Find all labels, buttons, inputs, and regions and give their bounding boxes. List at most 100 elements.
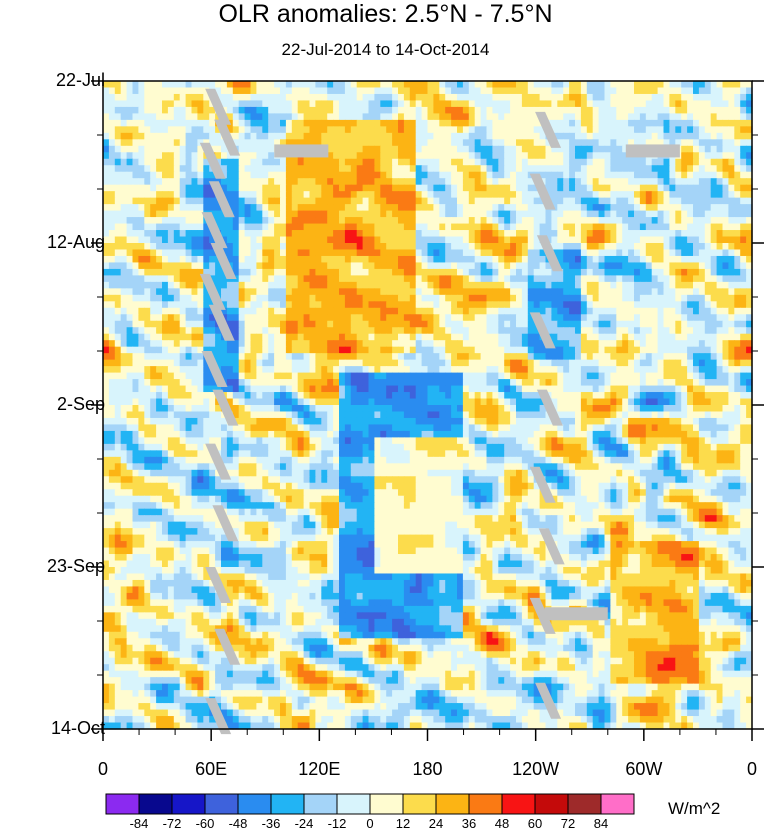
heatmap-cell — [427, 359, 434, 367]
heatmap-cell — [728, 204, 735, 212]
heatmap-cell — [539, 340, 547, 348]
heatmap-cell — [628, 307, 635, 315]
heatmap-cell — [645, 93, 653, 102]
heatmap-cell — [173, 307, 181, 315]
heatmap-cell — [386, 152, 393, 160]
heatmap-cell — [504, 314, 511, 322]
heatmap-cell — [580, 320, 588, 328]
heatmap-cell — [740, 268, 747, 276]
heatmap-cell — [728, 366, 735, 374]
heatmap-cell — [291, 307, 299, 315]
heatmap-cell — [445, 359, 452, 367]
heatmap-cell — [639, 171, 647, 179]
heatmap-cell — [427, 320, 434, 328]
heatmap-cell — [563, 171, 570, 179]
heatmap-cell — [392, 100, 399, 108]
heatmap-cell — [238, 223, 246, 231]
heatmap-cell — [409, 301, 417, 309]
heatmap-cell — [297, 217, 305, 225]
heatmap-cell — [215, 81, 222, 89]
heatmap-cell — [533, 230, 541, 238]
heatmap-cell — [203, 119, 210, 127]
heatmap-cell — [327, 307, 334, 315]
heatmap-cell — [398, 132, 405, 140]
heatmap-cell — [191, 93, 198, 102]
heatmap-cell — [268, 197, 275, 205]
heatmap-cell — [167, 230, 175, 238]
heatmap-cell — [191, 210, 198, 218]
heatmap-cell — [746, 132, 753, 140]
heatmap-cell — [386, 333, 393, 341]
heatmap-cell — [622, 314, 629, 322]
heatmap-cell — [103, 81, 110, 89]
heatmap-cell — [167, 359, 175, 367]
heatmap-cell — [268, 165, 275, 173]
heatmap-cell — [350, 262, 358, 270]
heatmap-cell — [108, 217, 116, 225]
heatmap-cell — [728, 275, 735, 283]
heatmap-cell — [504, 281, 511, 289]
heatmap-cell — [114, 230, 122, 238]
heatmap-cell — [645, 139, 653, 147]
heatmap-cell — [651, 320, 659, 328]
heatmap-cell — [716, 204, 724, 212]
heatmap-cell — [657, 243, 665, 251]
heatmap-cell — [740, 132, 747, 140]
heatmap-cell — [173, 204, 181, 212]
heatmap-cell — [734, 171, 741, 179]
heatmap-cell — [173, 93, 181, 102]
heatmap-cell — [409, 87, 417, 95]
heatmap-cell — [173, 262, 181, 270]
heatmap-cell — [386, 191, 393, 199]
heatmap-cell — [551, 152, 558, 160]
heatmap-cell — [327, 145, 334, 153]
heatmap-cell — [433, 152, 440, 160]
heatmap-cell — [486, 281, 493, 289]
heatmap-cell — [350, 275, 358, 283]
heatmap-cell — [244, 346, 252, 354]
heatmap-cell — [380, 145, 387, 153]
heatmap-cell — [321, 139, 328, 147]
heatmap-cell — [645, 307, 653, 315]
heatmap-cell — [462, 333, 470, 341]
heatmap-cell — [327, 353, 334, 361]
heatmap-cell — [728, 87, 735, 95]
heatmap-cell — [675, 87, 682, 95]
heatmap-cell — [120, 262, 128, 270]
heatmap-cell — [604, 126, 611, 134]
heatmap-cell — [285, 333, 293, 341]
heatmap-cell — [533, 93, 541, 102]
heatmap-cell — [545, 184, 552, 192]
heatmap-cell — [533, 366, 541, 374]
heatmap-cell — [179, 81, 187, 89]
heatmap-cell — [681, 126, 688, 134]
heatmap-cell — [657, 204, 665, 212]
heatmap-cell — [563, 191, 570, 199]
heatmap-cell — [226, 236, 234, 244]
heatmap-cell — [173, 87, 181, 95]
heatmap-cell — [616, 340, 623, 348]
heatmap-cell — [527, 366, 535, 374]
heatmap-cell — [173, 217, 181, 225]
heatmap-cell — [185, 275, 193, 283]
heatmap-cell — [150, 301, 157, 309]
heatmap-cell — [232, 165, 240, 173]
heatmap-cell — [527, 191, 535, 199]
heatmap-cell — [539, 87, 547, 95]
heatmap-cell — [687, 158, 694, 166]
heatmap-cell — [657, 217, 665, 225]
heatmap-cell — [457, 81, 464, 89]
heatmap-cell — [285, 320, 293, 328]
heatmap-cell — [480, 333, 488, 341]
heatmap-cell — [746, 255, 753, 264]
heatmap-cell — [250, 132, 257, 140]
heatmap-cell — [592, 281, 600, 289]
heatmap-cell — [238, 126, 246, 134]
heatmap-cell — [368, 178, 375, 186]
heatmap-cell — [634, 359, 641, 367]
heatmap-cell — [516, 243, 523, 251]
heatmap-cell — [392, 106, 399, 114]
heatmap-cell — [191, 81, 198, 89]
heatmap-cell — [374, 81, 381, 89]
heatmap-cell — [622, 184, 629, 192]
